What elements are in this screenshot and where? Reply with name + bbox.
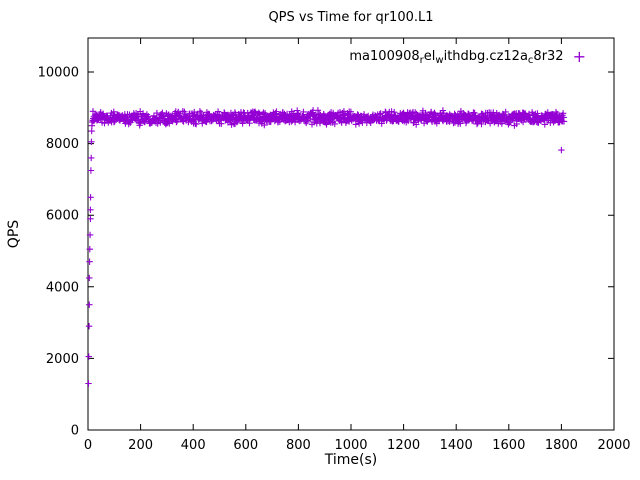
legend-label-subscript: w (435, 55, 444, 66)
y-tick-label: 2000 (46, 352, 79, 367)
x-axis-label: Time(s) (324, 452, 378, 468)
x-tick-label: 2000 (597, 438, 630, 453)
x-tick-label: 0 (84, 438, 92, 453)
legend: ma100908relwithdbg.cz12ac8r32 + (349, 46, 586, 66)
series-plus-markers (85, 107, 568, 387)
legend-label-text: ma100908 (349, 49, 420, 64)
x-tick-label: 1400 (440, 438, 473, 453)
x-tick-label: 400 (181, 438, 206, 453)
y-tick-label: 8000 (46, 137, 79, 152)
legend-plus-marker-icon: + (572, 46, 586, 66)
x-tick-label: 200 (128, 438, 153, 453)
y-tick-label: 0 (71, 424, 79, 439)
y-tick-label: 4000 (46, 280, 79, 295)
legend-label-subscript: r (419, 55, 424, 66)
y-tick-label: 10000 (38, 66, 79, 81)
x-tick-label: 1600 (492, 438, 525, 453)
x-tick-label: 1000 (334, 438, 367, 453)
plot-border (87, 37, 615, 431)
x-tick-label: 600 (233, 438, 258, 453)
x-tick-label: 1800 (545, 438, 578, 453)
legend-label-text: ithdbg.cz12a (443, 49, 528, 64)
legend-series-label: ma100908relwithdbg.cz12ac8r32 (349, 49, 564, 66)
y-axis-label: QPS (6, 219, 22, 249)
x-tick-label: 800 (286, 438, 311, 453)
x-tick-label: 1200 (387, 438, 420, 453)
chart-title: QPS vs Time for qr100.L1 (268, 10, 434, 25)
legend-label-text: el (423, 49, 436, 64)
legend-label-subscript: c (527, 55, 534, 66)
legend-label-text: 8r32 (533, 49, 564, 64)
y-tick-label: 6000 (46, 209, 79, 224)
axis-ticks (87, 38, 615, 431)
